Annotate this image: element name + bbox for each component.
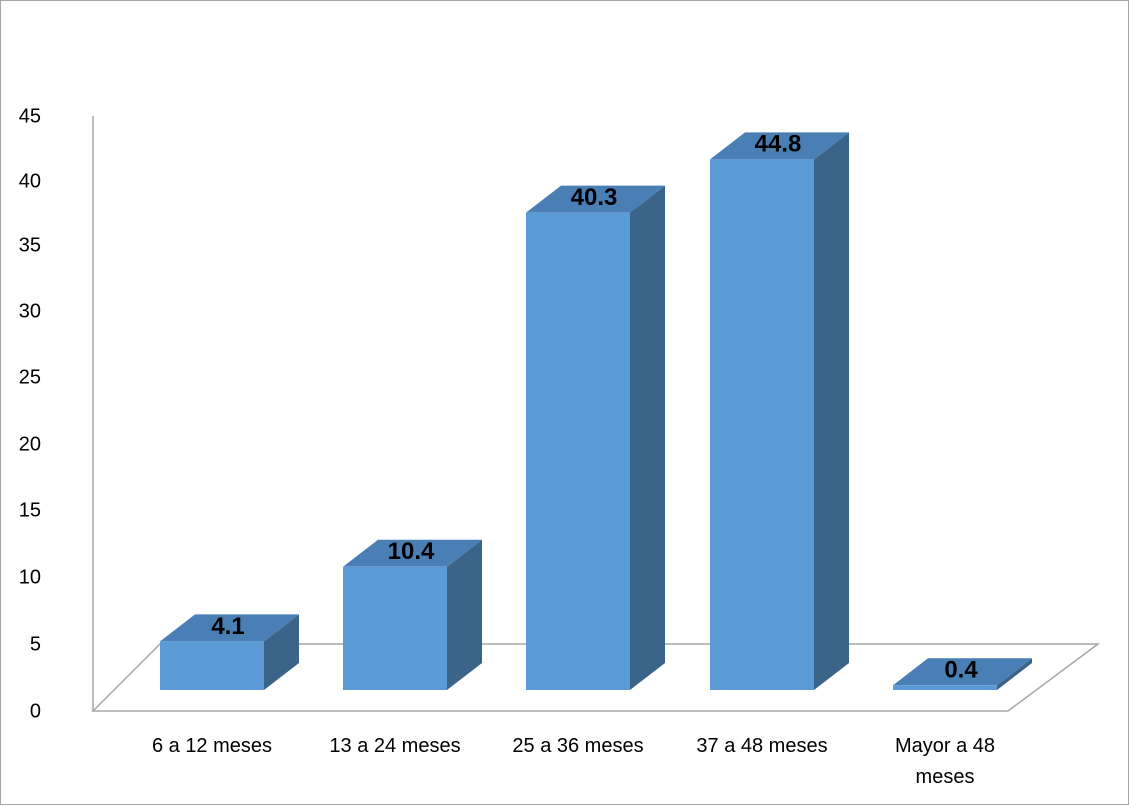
bar-side-face <box>997 658 1032 690</box>
y-tick-label: 30 <box>19 300 41 322</box>
x-category-label: 25 a 36 meses <box>512 735 643 757</box>
y-tick-label: 15 <box>19 499 41 521</box>
bar-side-face <box>447 539 482 690</box>
bar-top-face <box>160 614 299 642</box>
x-category-label: 37 a 48 meses <box>696 735 827 757</box>
data-label: 10.4 <box>388 538 435 565</box>
bar-5 <box>893 658 1032 690</box>
bar-top-face <box>893 658 1032 686</box>
y-tick-label: 35 <box>19 234 41 256</box>
bar-4 <box>710 132 849 690</box>
data-label: 0.4 <box>944 657 978 684</box>
bar-3 <box>526 185 665 691</box>
bar-front-face <box>343 566 447 690</box>
y-tick-label: 20 <box>19 433 41 455</box>
bar-top-face <box>526 185 665 213</box>
data-label: 44.8 <box>755 131 802 158</box>
bar-front-face <box>893 685 997 690</box>
data-label: 40.3 <box>571 184 618 211</box>
data-label: 4.1 <box>211 613 244 640</box>
y-tick-label: 45 <box>19 105 41 127</box>
floor-plane <box>91 643 1101 712</box>
x-category-label: 13 a 24 meses <box>329 735 460 757</box>
bar-side-face <box>264 614 299 690</box>
y-tick-label: 40 <box>19 170 41 192</box>
bar-2 <box>343 539 482 690</box>
bar-1 <box>160 614 299 690</box>
bar-top-face <box>710 132 849 160</box>
bar-top-face <box>343 539 482 567</box>
bar-side-face <box>814 132 849 690</box>
x-category-label: 6 a 12 meses <box>152 735 272 757</box>
bar-front-face <box>160 641 264 690</box>
y-tick-label: 10 <box>19 566 41 588</box>
bar-front-face <box>710 159 814 690</box>
y-tick-label: 25 <box>19 366 41 388</box>
y-tick-label: 0 <box>30 700 41 722</box>
bar-front-face <box>526 212 630 691</box>
y-tick-label: 5 <box>30 633 41 655</box>
bar-side-face <box>630 185 665 691</box>
x-category-label: Mayor a 48 meses <box>895 735 995 788</box>
